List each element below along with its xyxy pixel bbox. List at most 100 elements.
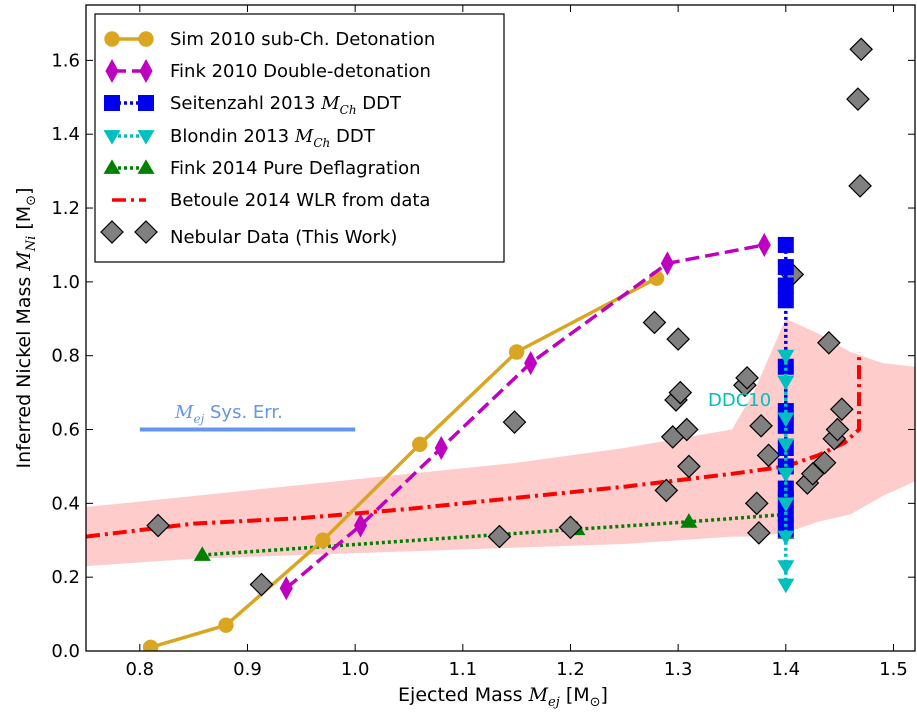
legend-marker-fink2014-b xyxy=(137,159,155,174)
y-tick-label: 1.6 xyxy=(51,50,80,71)
data-point-nebular-17 xyxy=(749,413,773,438)
data-point-fink2010-1 xyxy=(353,513,368,538)
axis-ticks: 0.8 0.9 1.0 1.1 1.2 1.3 1.4 1.5 0.0 0.2 0.4 0.6 0.8 1… xyxy=(51,5,915,680)
data-point-blondin2013-3 xyxy=(777,438,795,453)
plot-area xyxy=(86,37,915,651)
y-axis-label: Inferred Nickel Mass MNi [M⊙] xyxy=(13,187,39,468)
legend-marker-sim2010-b xyxy=(138,31,154,47)
x-tick-label: 1.5 xyxy=(879,659,908,680)
data-point-nebular-9 xyxy=(666,327,690,351)
data-point-nebular-6 xyxy=(654,478,679,503)
legend-label-fink2010: Fink 2010 Double-detonation xyxy=(170,61,431,82)
data-point-seitenzahl2013-0 xyxy=(777,236,794,253)
legend-box xyxy=(94,13,505,263)
data-point-fink2010-4 xyxy=(660,251,674,276)
data-point-nebular-14 xyxy=(735,365,759,390)
x-tick-label: 1.2 xyxy=(556,659,585,680)
legend-marker-blondin2013-a xyxy=(103,130,121,145)
y-tick-label: 1.2 xyxy=(51,198,80,219)
data-point-fink2010-5 xyxy=(757,232,771,257)
data-point-nebular-1 xyxy=(249,572,274,597)
x-tick-label: 1.1 xyxy=(448,659,477,680)
legend-marker-blondin2013-b xyxy=(137,130,155,145)
data-point-blondin2013-8 xyxy=(777,578,795,594)
series-line-fink2010 xyxy=(285,243,765,590)
data-point-nebular-15 xyxy=(744,491,769,516)
data-point-seitenzahl2013-2 xyxy=(777,277,794,294)
data-point-sim2010-3 xyxy=(412,436,428,452)
legend-marker-seitenzahl2013-a xyxy=(104,95,120,111)
data-point-nebular-26 xyxy=(829,397,854,422)
data-point-nebular-5 xyxy=(642,310,667,335)
legend-marker-fink2010-b xyxy=(139,58,153,84)
data-point-fink2010-3 xyxy=(524,351,538,376)
data-point-seitenzahl2013-1 xyxy=(777,259,794,276)
data-point-fink2010-2 xyxy=(434,435,448,461)
data-point-fink2014-0 xyxy=(193,546,211,561)
data-point-nebular-16 xyxy=(747,521,771,545)
data-point-blondin2013-6 xyxy=(777,530,795,546)
legend-label-sim2010: Sim 2010 sub-Ch. Detonation xyxy=(170,29,435,50)
y-tick-label: 0.8 xyxy=(51,346,80,367)
legend-label-betoule2014: Betoule 2014 WLR from data xyxy=(170,190,430,211)
plot-content xyxy=(86,37,915,651)
legend-marker-nebular-a xyxy=(100,220,124,244)
legend-label-nebular: Nebular Data (This Work) xyxy=(170,227,397,248)
x-axis-label: Ejected Mass Mej [M⊙] xyxy=(398,684,608,710)
data-point-blondin2013-0 xyxy=(777,349,795,365)
series-line-sim2010 xyxy=(150,276,658,649)
x-tick-label: 0.8 xyxy=(126,659,155,680)
x-tick-label: 1.3 xyxy=(664,659,693,680)
data-point-blondin2013-7 xyxy=(777,560,795,575)
data-point-sim2010-1 xyxy=(218,617,234,633)
data-point-sim2010-2 xyxy=(315,532,331,548)
data-point-nebular-3 xyxy=(502,410,527,434)
data-point-nebular-27 xyxy=(846,87,870,111)
data-point-nebular-21 xyxy=(800,461,825,486)
y-tick-label: 0.4 xyxy=(51,493,80,514)
data-point-sim2010-4 xyxy=(508,344,525,360)
x-tick-label: 0.9 xyxy=(233,659,262,680)
y-tick-label: 0.0 xyxy=(51,641,80,662)
data-point-sim2010-0 xyxy=(142,639,159,651)
data-point-nebular-23 xyxy=(817,330,841,355)
series-line-betoule2014 xyxy=(86,352,861,539)
legend-marker-sim2010-a xyxy=(104,31,120,47)
legend-label-fink2014: Fink 2014 Pure Deflagration xyxy=(170,158,421,179)
data-point-nebular-29 xyxy=(849,37,874,62)
legend-marker-seitenzahl2013-b xyxy=(138,95,154,111)
data-point-blondin2013-2 xyxy=(777,412,795,428)
legend: Sim 2010 sub-Ch. Detonation Fink 2010 Do… xyxy=(94,13,505,263)
data-point-blondin2013-1 xyxy=(777,375,795,391)
data-point-nebular-28 xyxy=(848,174,872,198)
data-point-nebular-11 xyxy=(674,417,699,442)
data-point-nebular-18 xyxy=(756,443,781,468)
data-point-nebular-25 xyxy=(825,417,850,442)
y-tick-label: 1.0 xyxy=(51,272,80,293)
data-point-seitenzahl2013-3 xyxy=(777,292,794,309)
data-point-blondin2013-4 xyxy=(777,467,795,483)
data-point-nebular-0 xyxy=(146,513,170,538)
legend-label-blondin2013: Blondin 2013 MCh DDT xyxy=(170,126,376,150)
plot-frame xyxy=(85,4,916,652)
legend-marker-fink2010-a xyxy=(105,58,119,84)
data-point-fink2014-2 xyxy=(680,513,698,528)
legend-label-seitenzahl2013: Seitenzahl 2013 MCh DDT xyxy=(170,93,402,117)
data-point-fink2010-0 xyxy=(279,576,293,601)
data-point-blondin2013-5 xyxy=(777,497,795,512)
data-point-nebular-2 xyxy=(487,524,512,549)
x-tick-label: 1.0 xyxy=(341,659,370,680)
legend-marker-nebular-b xyxy=(134,220,158,244)
legend-marker-fink2014-a xyxy=(103,159,121,174)
y-tick-label: 0.2 xyxy=(51,567,80,588)
data-point-nebular-12 xyxy=(677,454,701,479)
ddc10-annotation: DDC10 xyxy=(708,390,771,411)
data-point-nebular-10 xyxy=(668,380,693,405)
data-point-nebular-4 xyxy=(558,515,583,540)
betoule-uncertainty-band xyxy=(86,318,915,567)
sys-err-annotation: Mej Sys. Err. xyxy=(174,402,283,426)
y-tick-label: 0.6 xyxy=(51,420,80,441)
y-tick-label: 1.4 xyxy=(51,124,80,145)
x-tick-label: 1.4 xyxy=(771,659,800,680)
